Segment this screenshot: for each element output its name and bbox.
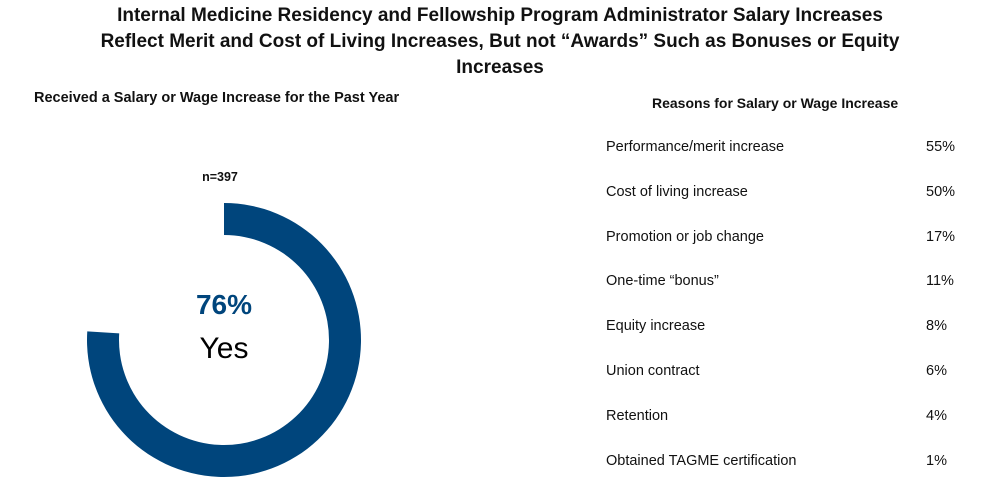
- reason-row: Equity increase 8%: [606, 315, 966, 360]
- reason-row: Retention 4%: [606, 405, 966, 450]
- reason-row: Obtained TAGME certification 1%: [606, 450, 966, 494]
- reason-label: Equity increase: [606, 318, 706, 335]
- reason-label: Cost of living increase: [606, 183, 748, 200]
- donut-center-value: 76%: [195, 289, 253, 320]
- reason-label: One-time “bonus”: [606, 273, 719, 290]
- reason-value: 11%: [926, 273, 954, 290]
- reason-label: Obtained TAGME certification: [606, 452, 797, 469]
- reason-label: Union contract: [606, 362, 700, 379]
- donut-center-label: Yes: [199, 332, 249, 365]
- chart-title: Internal Medicine Residency and Fellowsh…: [100, 3, 900, 81]
- reason-label: Promotion or job change: [606, 228, 764, 245]
- chart-title-line-1: Internal Medicine Residency and Fellowsh…: [117, 5, 883, 26]
- reasons-table: Performance/merit increase 55% Cost of l…: [606, 136, 966, 494]
- reason-row: Union contract 6%: [606, 360, 966, 405]
- reason-value: 50%: [926, 183, 956, 200]
- reason-value: 8%: [926, 318, 947, 335]
- reason-value: 55%: [926, 139, 956, 155]
- reason-value: 1%: [926, 452, 947, 469]
- reason-row: One-time “bonus” 11%: [606, 270, 966, 315]
- reason-row: Performance/merit increase 55%: [606, 136, 966, 181]
- sample-size-label: n=397: [202, 170, 238, 184]
- reason-row: Cost of living increase 50%: [606, 181, 966, 226]
- reason-value: 17%: [926, 228, 956, 245]
- reasons-subtitle: Reasons for Salary or Wage Increase: [652, 95, 899, 111]
- chart-title-line-3: Increases: [456, 57, 544, 78]
- reason-value: 4%: [926, 407, 947, 424]
- donut-subtitle: Received a Salary or Wage Increase for t…: [34, 90, 400, 106]
- reason-row: Promotion or job change 17%: [606, 226, 966, 271]
- chart-title-line-2: Reflect Merit and Cost of Living Increas…: [100, 31, 900, 52]
- reason-label: Performance/merit increase: [606, 139, 785, 155]
- reason-label: Retention: [606, 407, 669, 424]
- reason-value: 6%: [926, 362, 947, 379]
